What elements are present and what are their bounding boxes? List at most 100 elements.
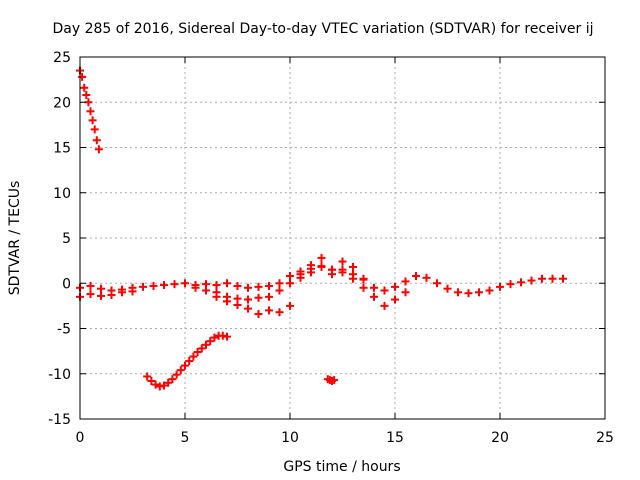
x-tick-label: 10 xyxy=(281,430,299,446)
data-point xyxy=(506,280,515,289)
data-point xyxy=(193,348,202,357)
x-axis-label: GPS time / hours xyxy=(283,459,400,475)
data-point xyxy=(94,145,103,154)
data-point xyxy=(254,293,263,302)
data-point xyxy=(97,284,105,293)
data-point xyxy=(359,274,368,283)
data-point xyxy=(233,281,242,290)
data-point xyxy=(317,253,326,262)
data-point xyxy=(286,301,294,310)
data-points xyxy=(76,66,567,391)
data-point xyxy=(433,279,441,288)
data-point xyxy=(244,283,252,292)
data-point xyxy=(151,380,160,389)
data-point xyxy=(97,291,105,300)
data-point xyxy=(538,274,546,283)
data-point xyxy=(527,276,536,285)
data-point xyxy=(202,286,210,295)
data-point xyxy=(86,281,95,290)
data-point xyxy=(370,292,378,301)
data-point xyxy=(296,270,305,279)
data-point xyxy=(391,282,399,291)
series-dip-arc xyxy=(202,286,294,319)
data-point xyxy=(244,295,252,304)
data-point xyxy=(517,278,525,287)
data-point xyxy=(485,286,494,295)
grid xyxy=(80,57,605,419)
data-point xyxy=(275,286,284,295)
data-point xyxy=(496,282,504,291)
data-point xyxy=(210,333,219,342)
data-point xyxy=(349,274,357,283)
data-point xyxy=(380,286,389,295)
data-point xyxy=(223,279,231,288)
data-point xyxy=(422,273,431,282)
y-tick-label: 0 xyxy=(62,276,71,292)
y-tick-label: 20 xyxy=(53,95,71,111)
data-point xyxy=(454,288,462,297)
data-point xyxy=(401,277,410,286)
data-point xyxy=(82,91,91,100)
data-point xyxy=(164,378,173,387)
data-point xyxy=(206,337,215,346)
data-point xyxy=(330,376,339,385)
data-point xyxy=(265,281,273,290)
data-point xyxy=(475,288,483,297)
data-point xyxy=(90,125,99,134)
data-point xyxy=(275,279,284,288)
y-ticks: -15 -10 -5 0 5 10 15 20 25 xyxy=(48,50,605,428)
data-point xyxy=(464,289,473,298)
data-point xyxy=(139,282,147,291)
data-point xyxy=(197,344,206,353)
data-point xyxy=(143,372,152,381)
chart-title: Day 285 of 2016, Sidereal Day-to-day VTE… xyxy=(53,21,594,37)
data-point xyxy=(223,332,231,341)
data-point xyxy=(275,308,284,317)
data-point xyxy=(107,291,116,300)
data-point xyxy=(172,370,181,379)
x-tick-label: 15 xyxy=(386,430,404,446)
data-point xyxy=(128,287,137,296)
data-point xyxy=(254,310,263,319)
data-point xyxy=(265,292,273,301)
y-tick-label: 15 xyxy=(53,141,71,157)
x-tick-label: 20 xyxy=(491,430,509,446)
data-point xyxy=(118,288,126,297)
y-tick-label: -5 xyxy=(57,322,71,338)
data-point xyxy=(88,116,97,125)
data-point xyxy=(212,281,221,290)
x-tick-label: 0 xyxy=(76,430,85,446)
y-tick-label: 10 xyxy=(53,186,71,202)
data-point xyxy=(548,274,557,283)
y-tick-label: -15 xyxy=(48,412,71,428)
data-point xyxy=(338,257,347,266)
data-point xyxy=(307,268,315,277)
data-point xyxy=(412,272,420,281)
data-point xyxy=(191,283,200,292)
y-axis-label: SDTVAR / TECUs xyxy=(7,181,23,296)
data-point xyxy=(86,107,95,116)
data-point xyxy=(147,376,156,385)
series-negative-arc xyxy=(143,331,231,391)
x-tick-label: 5 xyxy=(181,430,190,446)
data-point xyxy=(317,262,326,271)
x-tick-label: 25 xyxy=(596,430,614,446)
data-point xyxy=(160,381,168,390)
data-point xyxy=(559,274,567,283)
data-point xyxy=(359,283,368,292)
data-point xyxy=(181,279,189,288)
data-point xyxy=(223,297,231,306)
data-point xyxy=(370,283,378,292)
y-tick-label: 5 xyxy=(62,231,71,247)
data-point xyxy=(380,301,389,310)
data-point xyxy=(349,262,357,271)
data-point xyxy=(78,72,87,81)
data-point xyxy=(244,304,252,313)
data-point xyxy=(443,284,452,293)
data-point xyxy=(92,136,101,145)
data-point xyxy=(80,83,89,92)
y-tick-label: -10 xyxy=(48,367,71,383)
data-point xyxy=(254,282,263,291)
series-lower-band xyxy=(76,262,410,310)
